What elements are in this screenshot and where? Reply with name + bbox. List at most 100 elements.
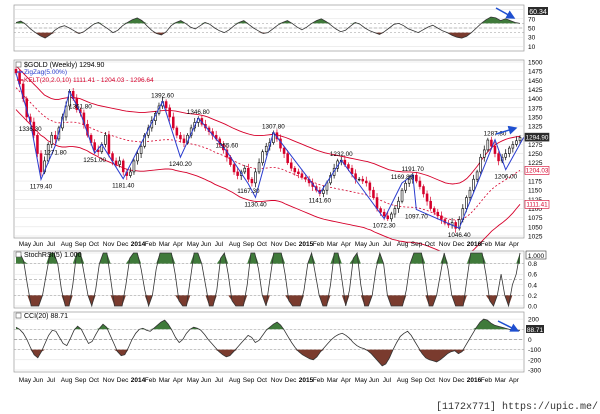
rsi-last-value: 60.34 [529,9,547,16]
stochrsi-panel: 1.00.80.60.40.20.0 StochRSI(5) 1.000 1.0… [13,251,547,311]
cci-panel: 2001000-100-200-300 CCI(20) 88.71 88.71 [13,311,544,375]
y-tick-label: 30 [528,35,536,42]
candle-body [386,215,390,220]
rsi-line [15,16,521,39]
candle-body [415,174,418,182]
zigzag-value-label: 1141.60 [309,197,332,204]
candle-body [368,182,372,191]
time-tick-label: Feb [145,377,157,384]
keltner-middle-line [15,87,521,221]
time-tick-label: Jun [369,377,380,384]
time-tick-label: Feb [481,241,493,248]
zigzag-value-label: 1167.30 [237,188,260,195]
candle-body [404,182,407,191]
candle-body [493,145,497,154]
candle-body [129,171,132,176]
time-tick-label: 2016 [467,241,482,248]
time-tick-label: Jun [369,241,380,248]
y-tick-label: 0.6 [528,272,537,279]
candle-body [293,167,297,173]
zigzag-value-label: 1287.80 [484,131,507,138]
candle-body [172,116,175,129]
time-tick-label: Sep [243,241,255,248]
candle-body [300,173,304,178]
candle-body [357,178,361,181]
time-tick-label: 2015 [299,377,314,384]
cci-divergence-arrow [497,320,520,332]
zigzag-value-label: 1251.00 [83,157,106,164]
candle-body [304,177,307,180]
candle-body [407,178,411,184]
candle-body [250,178,254,184]
legend-zigzag: ZigZag(5.00%) [24,69,67,76]
candle-body [365,180,368,184]
y-tick-label: 0.0 [528,304,537,311]
candle-body [472,178,475,191]
time-tick-label: May [187,377,200,384]
time-tick-label: Dec [453,241,465,248]
zigzag-value-label: 1206.00 [494,174,517,181]
candle-body [475,171,479,180]
candle-body [164,101,168,109]
price-tick-label: 1425 [528,87,543,94]
time-tick-label: Oct [425,241,435,248]
candle-body [329,175,332,184]
price-trend-arrow [495,125,518,135]
time-tick-label: Mar [159,377,171,384]
candle-body [479,156,482,173]
time-tick-label: Sep [243,377,255,384]
price-tick-label: 1450 [528,78,543,85]
time-tick-label: Apr [341,377,352,384]
time-tick-label: May [19,241,32,248]
time-tick-label: Feb [313,241,325,248]
candle-body [511,144,515,149]
time-tick-label: Jun [201,377,212,384]
time-axis-top: May Jun Jul Aug Sep Oct Nov Dec 2014 Feb Mar Apr May… [19,241,520,248]
candle-body [96,149,100,153]
stochrsi-oversold-fill [16,295,520,306]
legend-keltner: KELT(20,2.0,10) 1111.41 - 1204.03 - 1296… [24,77,154,84]
y-tick-label: 70 [528,16,536,23]
time-tick-label: Aug [61,377,73,384]
time-tick-label: Dec [453,377,465,384]
candle-body [121,160,125,173]
time-tick-label: Jul [215,241,224,248]
time-tick-label: Sep [411,377,423,384]
candle-body [379,208,382,213]
time-tick-label: Apr [341,241,352,248]
y-tick-label: 0 [528,337,532,344]
candle-body [104,134,107,145]
time-tick-label: Mar [159,241,171,248]
candle-body [36,134,39,154]
candle-body [504,153,507,158]
candle-body [32,121,36,136]
candle-body [168,107,171,118]
time-tick-label: Jun [33,241,44,248]
time-tick-label: Nov [103,241,115,248]
zigzag-value-label: 1361.80 [69,104,92,111]
y-tick-label: 10 [528,44,536,51]
candle-body [232,164,236,173]
candle-body [286,153,289,164]
candle-body [429,200,432,209]
time-tick-label: Aug [61,241,73,248]
price-tick-label: 1500 [528,60,543,67]
price-tag-box [524,166,550,175]
time-axis-bottom: May Jun Jul Aug Sep Oct Nov Dec 2014 Feb Mar Apr May… [19,377,520,384]
time-tick-label: Nov [271,377,283,384]
time-tick-label: 2015 [299,241,314,248]
candle-body [289,162,293,169]
keltner-upper-band [15,65,521,185]
zigzag-value-label: 1179.40 [30,183,53,190]
candle-body [397,200,400,209]
time-tick-label: Nov [439,241,451,248]
zigzag-value-label: 1232.00 [330,151,353,158]
zigzag-line [15,72,525,229]
candle-body [297,171,300,175]
time-tick-label: Aug [397,377,409,384]
y-tick-label: 50 [528,26,536,33]
candle-body [436,211,440,217]
price-panel: 1336.30 1179.40 1271.80 1361.80 1251.00 1181.… [13,60,550,257]
candle-body [393,208,397,215]
price-tick-label: 1050 [528,224,543,231]
